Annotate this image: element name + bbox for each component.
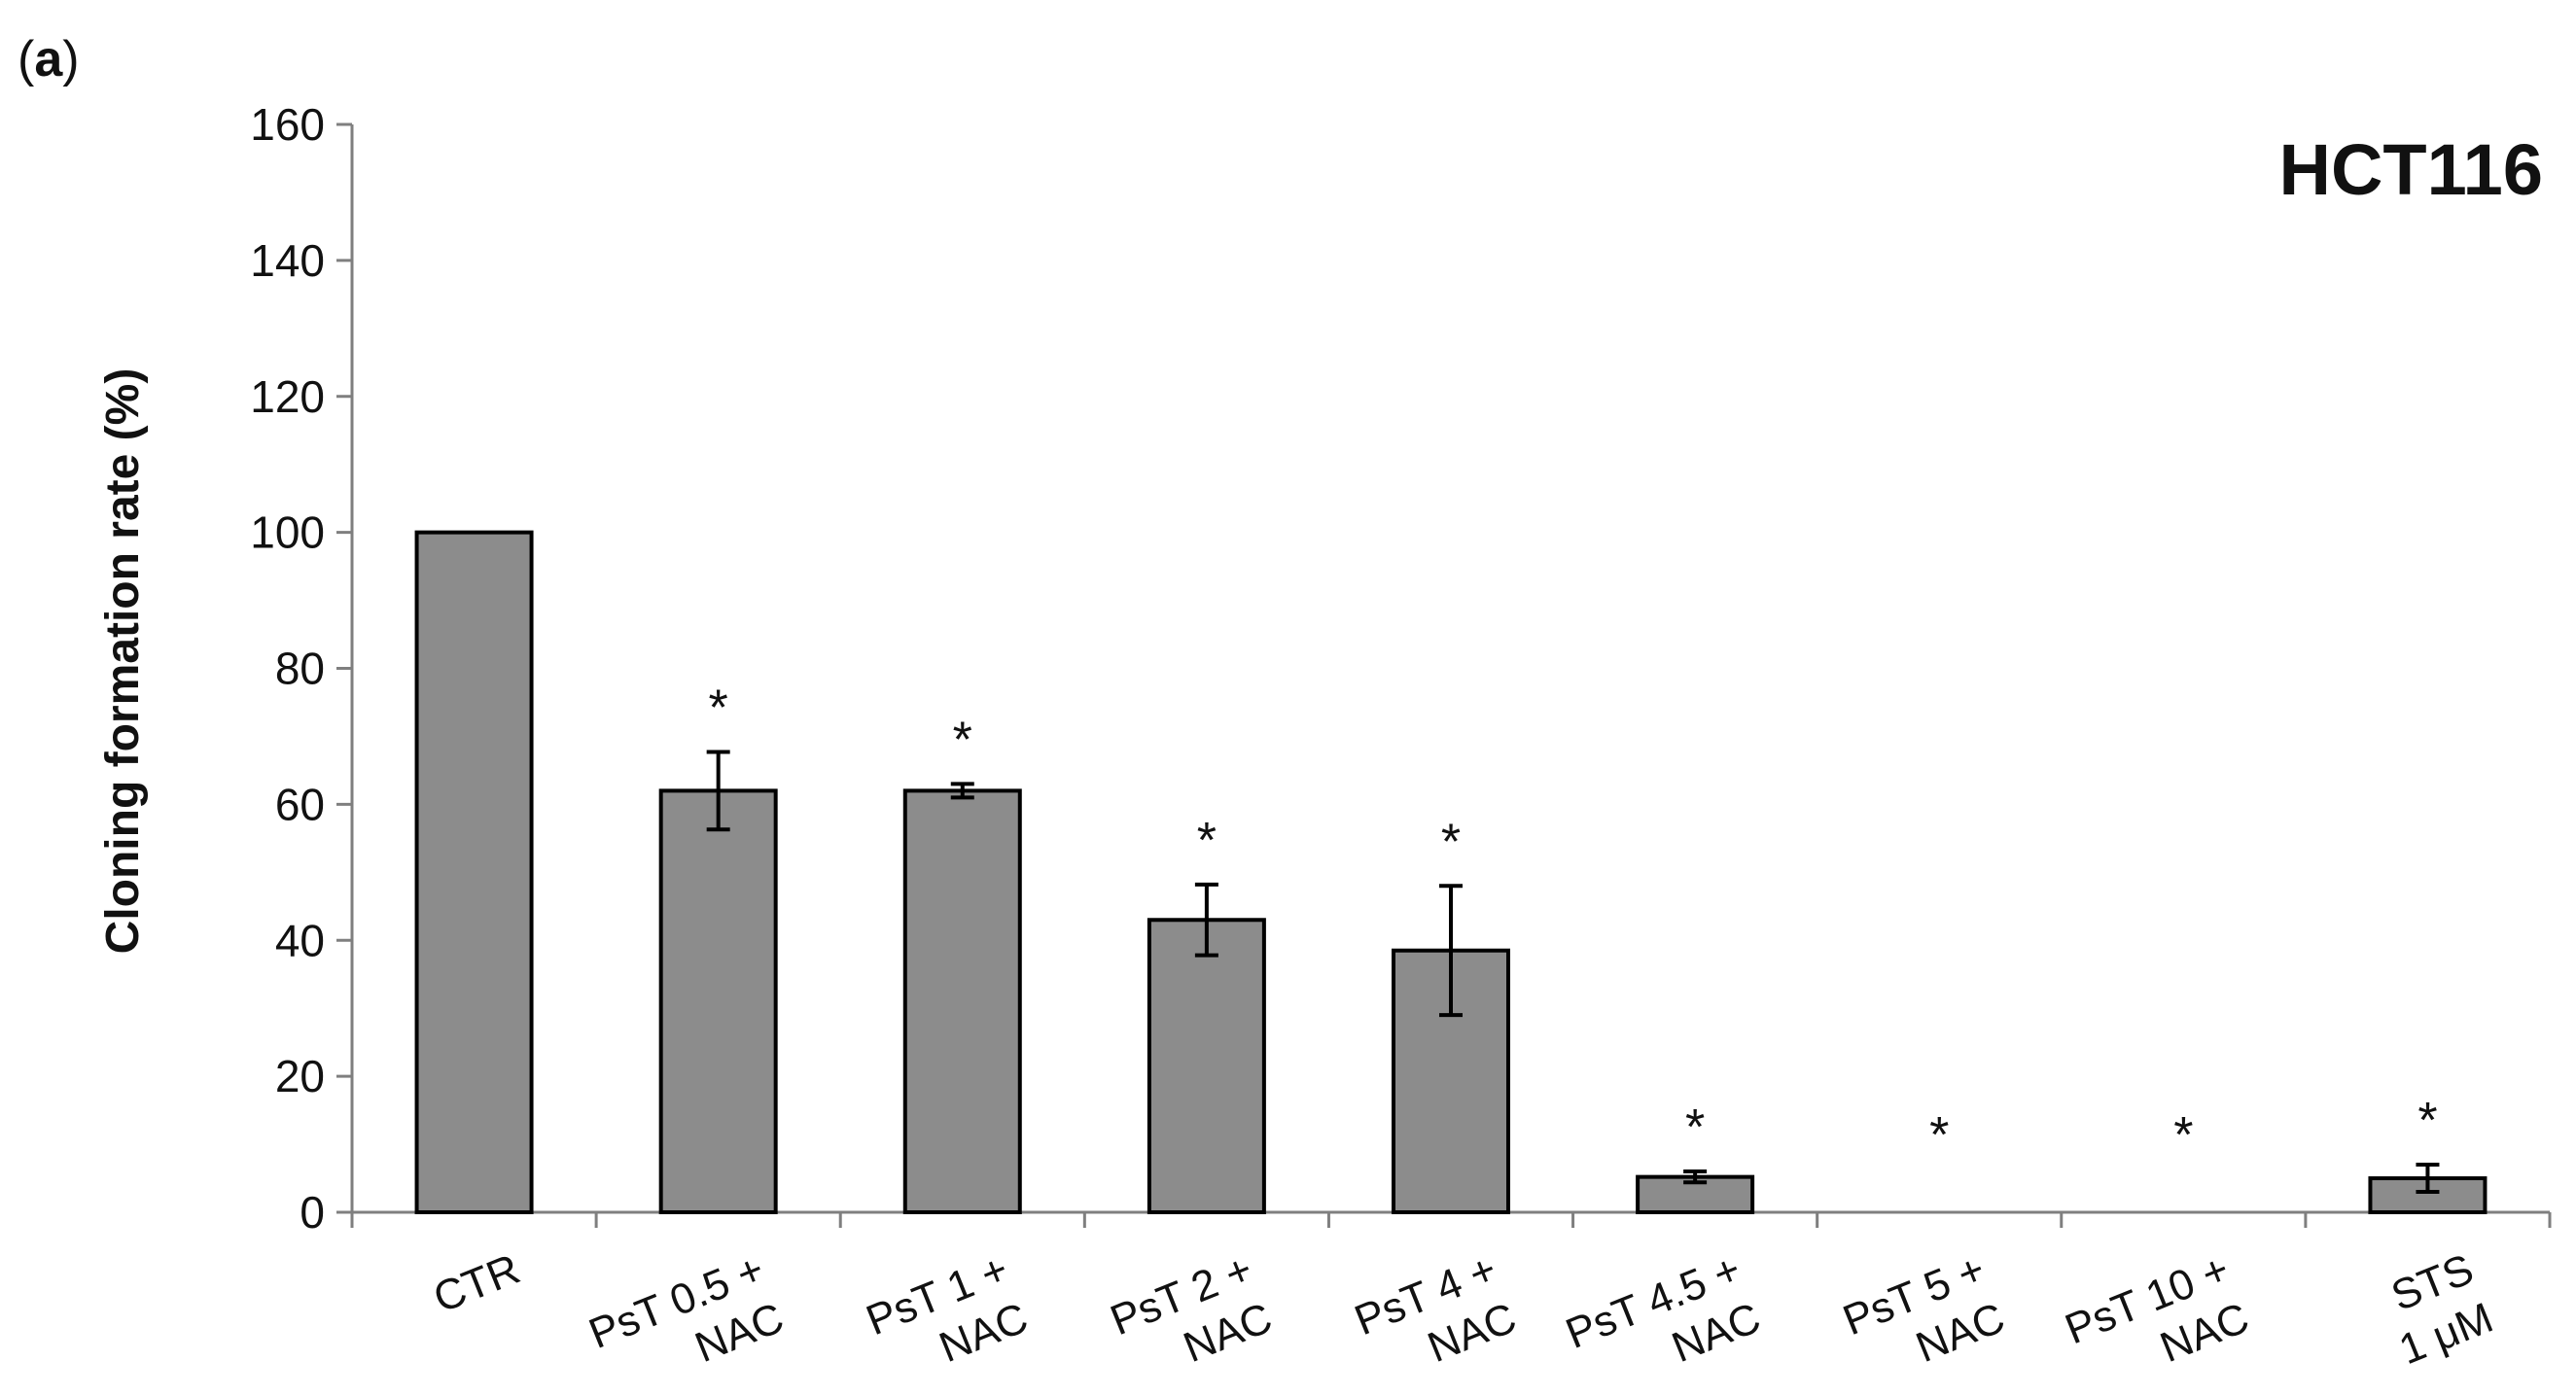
bar: [414, 530, 534, 1214]
x-tick-label: PsT 10 +NAC: [2059, 1245, 2255, 1396]
significance-star: *: [2173, 1107, 2193, 1164]
significance-star: *: [953, 712, 972, 768]
error-bar: [950, 782, 974, 800]
x-tick-labels: CTR PsT 0.5 +NAC PsT 1 +NAC PsT 2 +NAC PsT 4…: [427, 1245, 2499, 1396]
y-tick-label: 120: [250, 371, 325, 422]
y-tick-labels: 0 20 40 60 80 100 120 140 160: [250, 99, 325, 1238]
x-tick-label: PsT 0.5 +NAC: [582, 1245, 791, 1396]
significance-star: *: [2417, 1093, 2437, 1149]
bar: [1147, 918, 1266, 1214]
error-bar: [706, 750, 730, 832]
x-tick-label: PsT 2 +NAC: [1104, 1245, 1279, 1393]
x-tick-label: PsT 5 +NAC: [1837, 1245, 2012, 1393]
significance-star: *: [1929, 1107, 1949, 1164]
bar: [902, 788, 1022, 1214]
y-tick-label: 40: [275, 915, 325, 965]
x-tick-label: PsT 4 +NAC: [1348, 1245, 1523, 1393]
significance-star: *: [1197, 813, 1217, 869]
panel-label: (a): [18, 31, 80, 87]
error-bar: [1683, 1169, 1708, 1185]
x-tick-label: PsT 1 +NAC: [860, 1245, 1035, 1393]
error-bar: [1439, 884, 1463, 1018]
x-tick-label: PsT 4.5 +NAC: [1559, 1245, 1767, 1396]
y-tick-label: 80: [275, 644, 325, 694]
x-tick-label: CTR: [427, 1245, 526, 1322]
chart-title: HCT116: [2279, 129, 2543, 210]
error-bar: [2416, 1163, 2440, 1195]
significance-star: *: [1441, 814, 1461, 870]
x-tick-label: STS1 μM: [2373, 1245, 2499, 1374]
y-tick-label: 60: [275, 779, 325, 829]
significance-star: *: [709, 681, 728, 737]
y-tick-label: 140: [250, 235, 325, 286]
y-tick-label: 160: [250, 99, 325, 150]
y-axis-label: Cloning formation rate (%): [97, 368, 149, 955]
y-tick-label: 100: [250, 507, 325, 558]
bar: [658, 788, 778, 1214]
significance-star: *: [1685, 1099, 1705, 1156]
error-bar: [1194, 882, 1218, 958]
bars: * * * * * * * *: [414, 530, 2488, 1214]
y-tick-label: 20: [275, 1051, 325, 1101]
x-tick-label-line: CTR: [427, 1245, 526, 1322]
y-tick-label: 0: [300, 1187, 325, 1238]
